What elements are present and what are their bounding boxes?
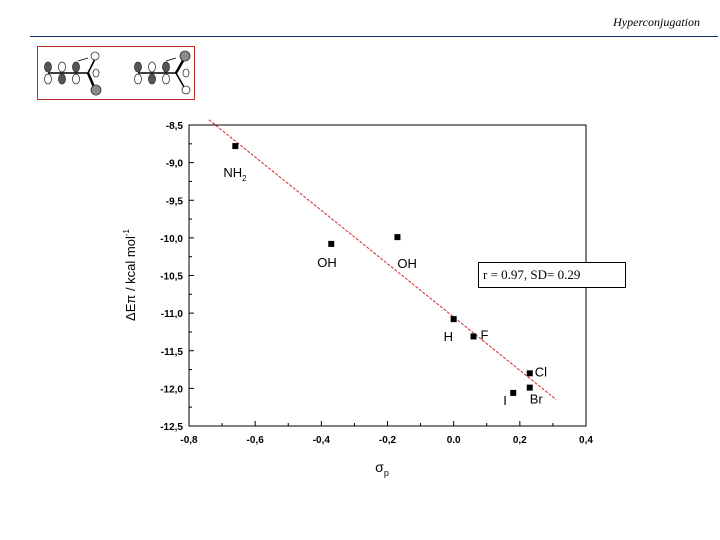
y-tick-label: -11,5 [161, 347, 184, 358]
y-tick-label: -8,5 [166, 121, 184, 132]
x-tick-label: 0.0 [447, 435, 461, 446]
x-tick-label: -0,8 [180, 435, 198, 446]
data-point [328, 240, 335, 247]
point-label: H [444, 329, 453, 344]
point-label: I [503, 393, 507, 408]
fit-line [208, 119, 557, 401]
y-tick-label: -11,0 [161, 309, 184, 320]
point-label: Cl [535, 364, 547, 379]
fit-statistics: r = 0.97, SD= 0.29 [478, 262, 626, 288]
data-point [394, 234, 401, 241]
orbital-diagram [44, 50, 191, 96]
x-axis-label: σp [375, 459, 389, 478]
data-point [510, 389, 517, 396]
y-tick-label: -10,0 [160, 234, 183, 245]
page-title: Hyperconjugation [613, 15, 700, 29]
point-label: Br [530, 392, 544, 407]
y-tick-label: -9,5 [166, 196, 184, 207]
point-label: OH [397, 256, 417, 271]
y-tick-label: -10,5 [160, 272, 183, 283]
x-tick-label: -0,2 [379, 435, 397, 446]
data-point [470, 333, 477, 340]
data-point [232, 143, 239, 150]
header-divider [30, 36, 718, 37]
point-label: OH [317, 255, 337, 270]
x-tick-label: 0,2 [513, 435, 527, 446]
point-label: NH2 [223, 165, 247, 183]
orbital-diagram-inset [37, 46, 195, 100]
x-tick-label: -0,6 [247, 435, 265, 446]
y-tick-label: -9,0 [166, 159, 184, 170]
y-axis-label: ΔEπ / kcal mol-1 [122, 228, 138, 321]
x-tick-label: -0,4 [313, 435, 331, 446]
data-point [450, 316, 457, 323]
data-point [526, 384, 533, 391]
x-tick-label: 0,4 [579, 435, 593, 446]
y-tick-label: -12,5 [160, 422, 183, 433]
point-label: F [481, 327, 489, 342]
data-point [526, 370, 533, 377]
y-tick-label: -12,0 [160, 384, 183, 395]
